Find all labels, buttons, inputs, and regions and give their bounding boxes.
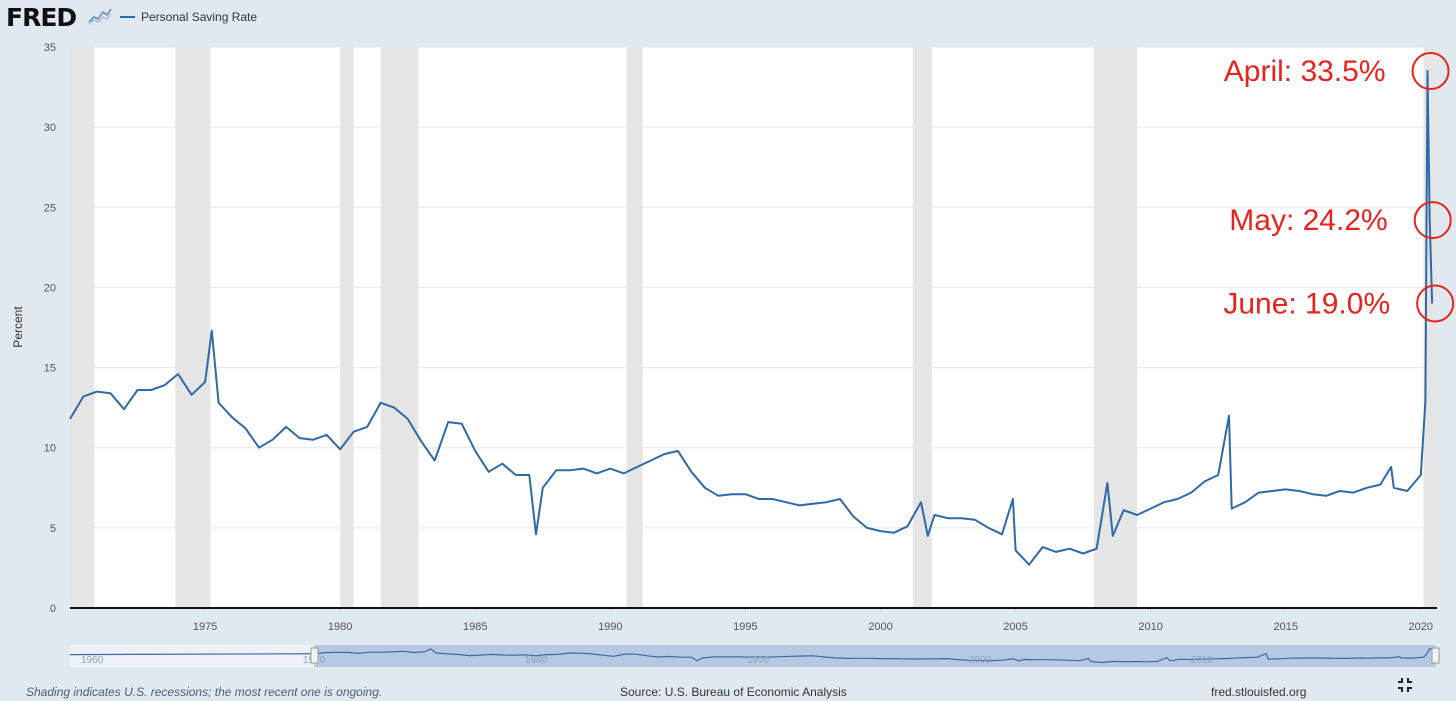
recession-band-0 [70,47,95,608]
navigator-selected-range[interactable] [314,645,1436,667]
grid-lines [70,46,1437,529]
annotation-circle-2 [1416,284,1455,323]
recession-shading [70,47,1437,608]
navigator-tick-label: 1960 [81,655,104,666]
y-tick-label: 20 [44,282,56,294]
y-axis-label: Percent [11,306,25,348]
range-navigator[interactable]: 196019701980199020002010 [69,645,1440,667]
x-tick-label: 2005 [1003,621,1027,633]
x-tick-label: 1975 [193,621,217,633]
recession-band-6 [1093,47,1138,608]
annotation-circle-0 [1411,52,1450,91]
chart-header: FRED Personal Saving Rate [0,0,1456,34]
recession-note: Shading indicates U.S. recessions; the m… [26,685,383,699]
site-link[interactable]: fred.stlouisfed.org [1211,685,1307,699]
navigator-tick-label: 1980 [525,655,548,666]
source-note: Source: U.S. Bureau of Economic Analysis [620,685,847,699]
recession-band-2 [340,47,354,608]
annotation-label-1: May: 24.2% [1229,204,1387,237]
fred-graph-icon [88,6,112,26]
annotation-circle-1 [1413,201,1452,240]
recession-band-1 [175,47,211,608]
navigator-tick-label: 2000 [969,655,992,666]
x-tick-label: 1980 [328,621,352,633]
x-tick-label: 1985 [463,621,487,633]
recession-band-3 [380,47,419,608]
legend-label[interactable]: Personal Saving Rate [141,10,258,24]
y-tick-label: 35 [44,42,56,54]
x-tick-label: 2020 [1409,621,1433,633]
annotation-label-2: June: 19.0% [1223,287,1390,320]
navigator-handle-right[interactable] [1431,647,1440,664]
navigator-series [69,648,1433,664]
expand-icon[interactable] [1396,676,1414,694]
navigator-tick-label: 1990 [747,655,770,666]
plot-area [70,47,1437,608]
y-tick-label: 15 [44,363,56,375]
x-tick-label: 2010 [1138,621,1162,633]
x-tick-label: 2000 [868,621,892,633]
navigator-tick-label: 2010 [1191,655,1214,666]
y-tick-label: 25 [44,202,56,214]
y-tick-label: 0 [50,603,56,615]
navigator-handle-left[interactable] [310,647,319,664]
y-tick-label: 10 [44,443,56,455]
x-tick-label: 1995 [733,621,757,633]
y-axis-ticks: 0 5 10 15 20 25 30 35 [44,42,56,615]
annotation-label-0: April: 33.5% [1224,55,1386,88]
x-axis-ticks: 1975 1980 1985 1990 1995 2000 2005 2010 2015 2020 [193,608,1433,633]
y-tick-label: 30 [44,122,56,134]
recession-band-4 [626,47,643,608]
annotations: April: 33.5% May: 24.2% June: 19.0% [1223,52,1455,323]
fred-logo[interactable]: FRED [6,3,77,32]
legend-swatch [120,16,135,18]
y-tick-label: 5 [50,523,56,535]
recession-band-5 [912,47,932,608]
x-tick-label: 2015 [1273,621,1297,633]
series-line-personal-saving-rate [69,70,1434,566]
x-tick-label: 1990 [598,621,622,633]
